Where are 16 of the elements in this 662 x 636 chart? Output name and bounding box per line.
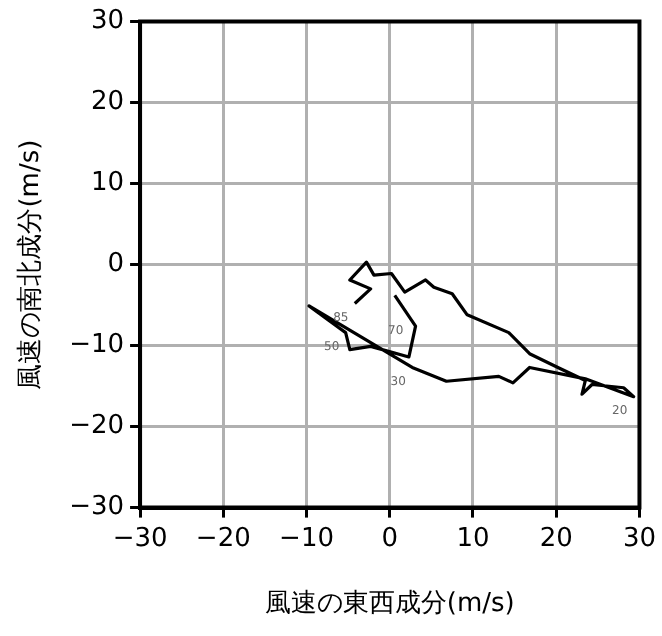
- y-tick-label: 10: [90, 168, 125, 199]
- x-tick-label: 0: [381, 523, 399, 554]
- y-tick-label: −20: [69, 411, 125, 442]
- x-tick-label: 20: [539, 523, 573, 554]
- y-axis-title: 風速の南北成分(m/s): [16, 139, 47, 390]
- x-tick-label: 10: [456, 523, 490, 554]
- y-tick-label: −10: [69, 330, 125, 361]
- y-tick-label: 30: [90, 6, 125, 37]
- x-tick-label: −20: [195, 523, 251, 554]
- y-tick-label: 0: [107, 249, 125, 280]
- x-axis-title: 風速の東西成分(m/s): [264, 589, 515, 620]
- y-tick-label: 20: [90, 87, 125, 118]
- x-tick-label: 30: [622, 523, 656, 554]
- x-tick-label: −30: [112, 523, 168, 554]
- y-tick-label: −30: [69, 492, 125, 523]
- x-tick-label: −10: [279, 523, 334, 554]
